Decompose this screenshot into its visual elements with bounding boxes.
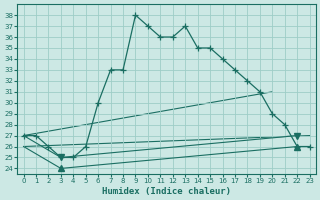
X-axis label: Humidex (Indice chaleur): Humidex (Indice chaleur) — [102, 187, 231, 196]
